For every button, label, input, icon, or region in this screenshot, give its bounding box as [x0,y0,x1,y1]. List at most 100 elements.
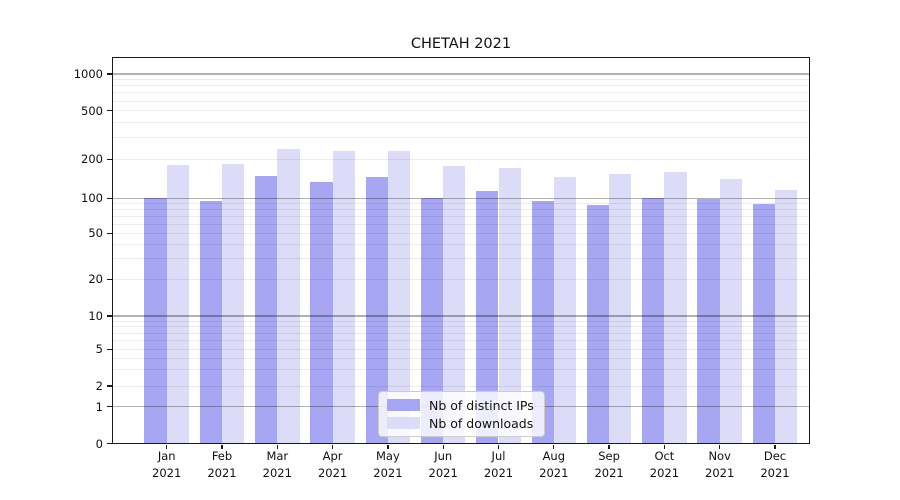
chart-title: CHETAH 2021 [410,36,512,52]
legend-label: Nb of distinct IPs [429,397,534,413]
y-tick-label: 50 [88,226,103,241]
x-axis-tick [719,444,721,449]
bar-downloads-sep [609,174,632,444]
bar-downloads-nov [719,179,742,444]
bar-distinct-ips-sep [586,205,610,444]
gridline-minor [113,215,809,217]
bar-downloads-may [387,151,411,444]
x-axis-tick [608,444,610,449]
gridline-major [113,73,809,75]
x-tick-label: Jan 2021 [152,449,182,480]
x-axis-tick [221,444,223,449]
y-axis-tick [107,110,112,112]
gridline-minor [113,209,809,211]
y-tick-label: 500 [81,103,103,118]
gridline-minor [113,369,809,371]
legend-swatch-downloads [387,417,420,429]
gridline-minor [113,100,809,102]
y-axis-tick [107,348,112,350]
gridline-minor [113,357,809,359]
legend: Nb of distinct IPs Nb of downloads [378,391,545,437]
gridline-minor [113,332,809,334]
bar-distinct-ips-jun [420,197,444,444]
y-tick-label: 2 [95,379,103,393]
gridline-minor [113,326,809,328]
gridline-minor [113,385,809,387]
gridline-major [113,197,809,199]
gridline-minor [113,158,809,160]
x-axis-tick [166,444,168,449]
y-tick-label: 10 [88,309,103,323]
x-axis-tick [276,444,278,449]
gridline-major [113,315,809,317]
y-axis-tick [107,385,112,387]
y-tick-label: 20 [88,272,103,287]
bar-distinct-ips-dec [752,204,775,444]
y-axis-tick [107,73,112,75]
x-axis-tick [331,444,334,449]
gridline-minor [113,122,809,123]
x-axis-tick [553,444,555,449]
bar-downloads-apr [332,151,355,444]
bar-downloads-dec [775,189,798,444]
bar-downloads-aug [553,177,577,444]
y-tick-label: 0 [95,436,103,451]
x-tick-label: Jul 2021 [483,449,514,480]
bar-distinct-ips-may [365,176,388,444]
gridline-minor [113,92,809,94]
y-axis-tick [107,315,112,317]
y-axis-tick [107,442,112,445]
gridline-minor [113,320,809,322]
gridline-minor [113,223,809,225]
gridline-minor [113,85,809,87]
gridline-minor [113,110,809,112]
bar-downloads-oct [664,171,687,444]
x-tick-label: Mar 2021 [262,449,292,480]
y-tick-label: 200 [81,152,103,167]
x-tick-label: Apr 2021 [317,449,348,480]
bar-downloads-jun [443,165,466,444]
bar-downloads-jul [498,167,521,444]
y-tick-label: 1000 [73,67,103,81]
bar-distinct-ips-oct [642,197,665,444]
x-tick-label: Jun 2021 [428,449,458,480]
y-axis-tick [107,232,112,234]
x-tick-label: Aug 2021 [539,449,569,480]
gridline-minor [113,258,809,260]
legend-swatch-distinct-ips [387,399,420,411]
bar-downloads-mar [277,149,300,444]
bar-distinct-ips-nov [697,198,720,444]
x-tick-label: Nov 2021 [705,449,735,480]
bar-distinct-ips-jan [144,198,167,444]
x-tick-label: May 2021 [373,449,403,480]
gridline-minor [113,340,809,341]
x-axis-tick [663,444,666,449]
bar-downloads-jan [166,165,189,444]
x-tick-label: Oct 2021 [649,449,680,480]
gridline-minor [113,244,809,245]
bar-downloads-feb [222,164,245,444]
x-axis-tick [774,444,776,449]
gridline-minor [113,79,809,81]
x-axis-tick [497,444,500,449]
bar-distinct-ips-apr [310,182,333,444]
legend-label: Nb of downloads [429,415,534,431]
gridline-minor [113,348,809,350]
x-tick-label: Feb 2021 [207,449,237,480]
bar-distinct-ips-feb [199,200,222,444]
y-axis-tick [107,197,112,199]
y-axis-tick [107,278,112,280]
bar-distinct-ips-jul [476,191,499,444]
y-tick-label: 1 [95,399,103,414]
gridline-minor [113,203,809,205]
y-axis-tick [107,406,112,408]
y-tick-label: 5 [95,342,103,357]
y-axis-tick [107,158,112,160]
gridline-minor [113,232,809,234]
x-tick-label: Dec 2021 [760,449,790,480]
bar-distinct-ips-mar [255,175,278,444]
